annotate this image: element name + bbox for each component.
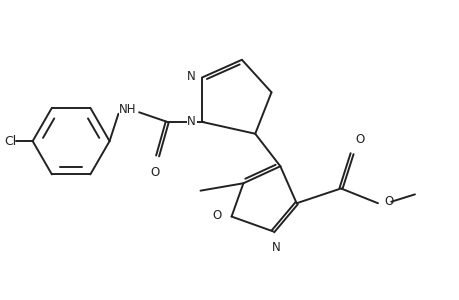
Text: N: N <box>187 115 196 128</box>
Text: O: O <box>355 133 364 146</box>
Text: N: N <box>271 241 280 254</box>
Text: O: O <box>383 195 392 208</box>
Text: NH: NH <box>119 103 136 116</box>
Text: Cl: Cl <box>4 135 17 148</box>
Text: O: O <box>212 209 222 222</box>
Text: O: O <box>150 166 159 179</box>
Text: N: N <box>187 70 196 83</box>
